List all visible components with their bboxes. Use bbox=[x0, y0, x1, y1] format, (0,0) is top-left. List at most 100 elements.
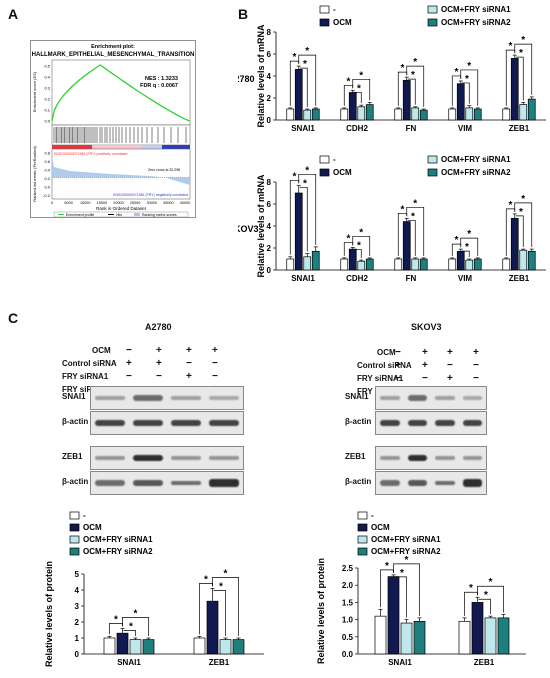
y-tick-label: 8 bbox=[267, 178, 272, 187]
blot-label: ZEB1 bbox=[62, 452, 83, 461]
significance-star: * bbox=[385, 561, 389, 572]
y-tick-label: 4 bbox=[75, 586, 80, 595]
blot-band bbox=[171, 480, 201, 486]
bar bbox=[527, 98, 536, 121]
gsea-legend-metric: Ranking metric scores bbox=[142, 213, 177, 217]
significance-bracket bbox=[352, 78, 371, 101]
bar bbox=[411, 258, 420, 271]
bar bbox=[456, 250, 465, 271]
blot-label: β-actin bbox=[62, 417, 89, 426]
blot-band bbox=[435, 395, 455, 401]
y-tick-label: 5 bbox=[75, 570, 80, 579]
blot-image bbox=[375, 471, 487, 495]
legend-label: OCM+FRY siRNA2 bbox=[371, 547, 441, 556]
blot-image bbox=[90, 471, 244, 495]
condition-sign: − bbox=[126, 345, 132, 356]
significance-star: * bbox=[129, 621, 133, 632]
significance-bracket bbox=[298, 173, 317, 245]
blot-band bbox=[407, 480, 427, 486]
category-label: VIM bbox=[458, 274, 473, 283]
significance-star: * bbox=[303, 59, 307, 70]
bar bbox=[419, 109, 428, 121]
y-tick-label: 1.0 bbox=[342, 616, 354, 625]
y-tick-label: 6 bbox=[267, 50, 272, 59]
gsea-x-tick: 10000 bbox=[80, 201, 91, 205]
condition-sign: + bbox=[212, 345, 218, 356]
gsea-xlabel: Rank in Ordered Dataset bbox=[96, 206, 147, 211]
condition-sign: − bbox=[473, 360, 479, 371]
category-label: ZEB1 bbox=[509, 124, 530, 133]
significance-bracket bbox=[353, 91, 362, 104]
blot-image bbox=[90, 386, 244, 410]
protein-bar-charts: - OCM OCM+FRY siRNA1 OCM+FRY siRNA2 0 1 2 3 4 5 Re… bbox=[44, 511, 526, 667]
bar bbox=[129, 639, 142, 655]
legend-label: OCM+FRY siRNA1 bbox=[441, 5, 511, 14]
significance-bracket bbox=[298, 54, 317, 106]
significance-star: * bbox=[521, 194, 525, 205]
bar bbox=[484, 617, 497, 655]
bar bbox=[232, 639, 245, 655]
bar bbox=[286, 108, 295, 121]
panel-label-a: A bbox=[8, 6, 19, 22]
significance-star: * bbox=[347, 76, 351, 87]
gsea-pos-label: ENSG00000071982 (FRY) positively correla… bbox=[54, 152, 128, 156]
blot-band bbox=[462, 396, 482, 400]
blot-band bbox=[209, 420, 239, 426]
condition-sign: − bbox=[156, 371, 162, 382]
bar bbox=[413, 620, 426, 655]
blot-band bbox=[209, 396, 239, 400]
significance-star: * bbox=[465, 242, 469, 253]
significance-star: * bbox=[357, 83, 361, 94]
bar bbox=[142, 639, 155, 655]
y-tick-label: 2 bbox=[267, 244, 272, 253]
bar bbox=[419, 258, 428, 271]
gsea-plot: Enrichment plot: HALLMARK_EPITHELIAL_MES… bbox=[30, 40, 196, 218]
significance-bracket bbox=[406, 65, 425, 107]
condition-sign: − bbox=[395, 373, 401, 384]
blot-band bbox=[407, 395, 427, 401]
y-tick-label: 0 bbox=[267, 266, 272, 275]
blot-band bbox=[462, 479, 482, 487]
blot-label: SNAI1 bbox=[62, 392, 86, 401]
gsea-x-tick: 20000 bbox=[113, 201, 124, 205]
blot-image bbox=[90, 446, 244, 470]
bar bbox=[348, 92, 357, 121]
category-label: SNAI1 bbox=[291, 124, 315, 133]
condition-sign: − bbox=[186, 358, 192, 369]
condition-sign: − bbox=[126, 371, 132, 382]
bar bbox=[365, 104, 374, 121]
legend-label: - bbox=[371, 511, 374, 520]
legend-label: OCM+FRY siRNA1 bbox=[83, 535, 153, 544]
condition-sign: + bbox=[156, 345, 162, 356]
significance-star: * bbox=[293, 171, 297, 182]
significance-star: * bbox=[521, 35, 525, 46]
significance-star: * bbox=[484, 590, 488, 601]
y-axis-label: Relative levels of mRNA bbox=[256, 24, 266, 128]
bar bbox=[465, 259, 474, 271]
bar bbox=[473, 258, 482, 271]
cell-line-label: SKOV3 bbox=[238, 224, 259, 234]
y-tick-label: 6 bbox=[267, 200, 272, 209]
gsea-es-tick: 0.4 bbox=[44, 75, 50, 80]
blot-band bbox=[133, 455, 163, 461]
blot-band bbox=[380, 455, 400, 461]
significance-bracket bbox=[515, 56, 524, 101]
gsea-subtitle: HALLMARK_EPITHELIAL_MESENCHYMAL_TRANSITI… bbox=[32, 52, 195, 58]
blot-label: β-actin bbox=[345, 477, 372, 486]
bar bbox=[357, 106, 366, 121]
bar bbox=[497, 617, 510, 655]
gsea-hit-lines bbox=[53, 127, 187, 143]
significance-star: * bbox=[359, 70, 363, 81]
significance-star: * bbox=[469, 583, 473, 594]
significance-bracket bbox=[461, 250, 470, 257]
bar bbox=[402, 221, 411, 271]
legend-swatch bbox=[357, 511, 368, 520]
blot-image bbox=[375, 386, 487, 410]
cell-line-label: A2780 bbox=[238, 74, 255, 84]
y-tick-label: 2 bbox=[75, 618, 80, 627]
western-blot-a2780: A2780 OCM − + + + Control siRNA + + − − FRY siRNA1 −… bbox=[0, 322, 275, 498]
legend-swatch bbox=[427, 5, 438, 14]
significance-star: * bbox=[405, 555, 409, 566]
bar bbox=[394, 108, 403, 121]
significance-star: * bbox=[347, 233, 351, 244]
